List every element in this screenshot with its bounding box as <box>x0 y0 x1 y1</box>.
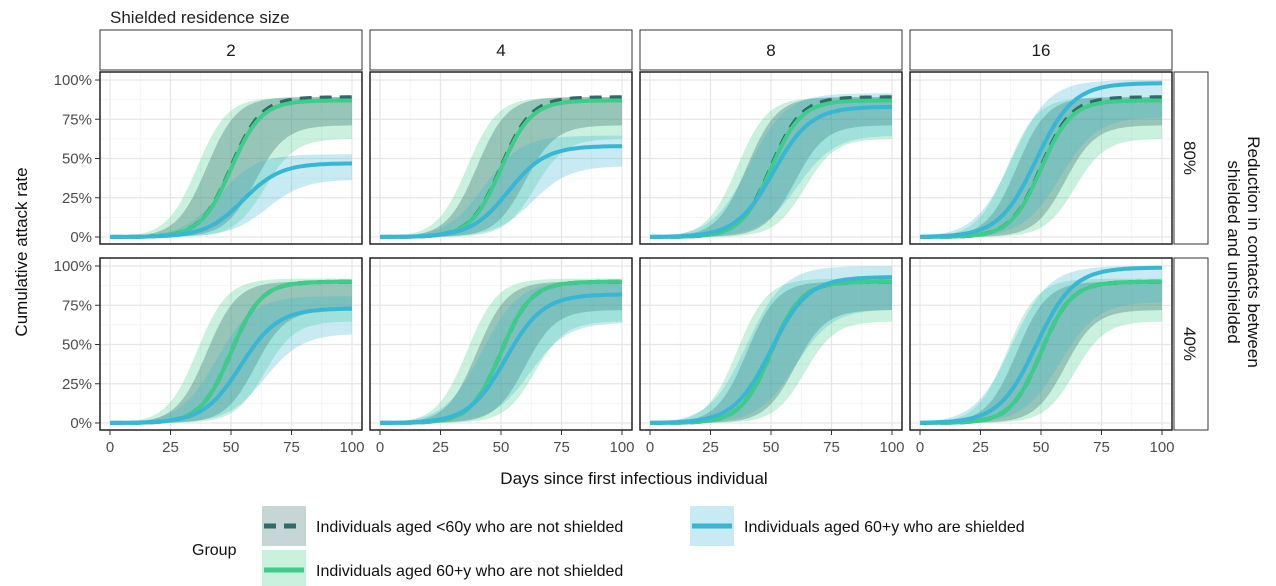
column-strip: 4 <box>369 29 633 71</box>
facet-panel <box>369 257 633 431</box>
x-tick-label: 25 <box>972 439 989 456</box>
x-tick-label: 100 <box>339 439 364 456</box>
x-tick-label: 100 <box>609 439 634 456</box>
y-tick-label: 25% <box>62 190 92 207</box>
legend-entry: Individuals aged 60+y who are not shield… <box>262 550 623 586</box>
facet-panel <box>639 71 903 245</box>
row-strip: 40% <box>1173 257 1209 431</box>
x-tick-label: 50 <box>1033 439 1050 456</box>
y-tick-label: 75% <box>62 297 92 314</box>
facet-panel <box>99 257 363 431</box>
x-axis-title: Days since first infectious individual <box>500 469 767 488</box>
facet-panel <box>99 71 363 245</box>
facet-panel <box>909 257 1173 431</box>
panel-border <box>639 71 903 245</box>
column-strip: 8 <box>639 29 903 71</box>
panels <box>99 71 1173 431</box>
row-strip-label: 40% <box>1180 327 1199 361</box>
column-strip: 2 <box>99 29 363 71</box>
series-line-over60_shielded <box>650 275 892 425</box>
column-strip-label: 4 <box>496 41 505 60</box>
x-tick-label: 0 <box>376 439 384 456</box>
column-strip-label: 16 <box>1032 41 1051 60</box>
x-tick-label: 25 <box>702 439 719 456</box>
y-tick-label: 50% <box>62 151 92 168</box>
column-strips: 2 4 8 16 <box>99 29 1173 71</box>
facet-panel <box>369 71 633 245</box>
legend-label: Individuals aged <60y who are not shield… <box>316 519 623 536</box>
y-tick-labels: 0% 25% 50% 75% 100% 0% 25% 50% 75% 100% <box>54 72 100 432</box>
facet-panel <box>639 257 903 431</box>
x-tick-label: 75 <box>1093 439 1110 456</box>
uncertainty-band-over60_shielded <box>380 135 622 237</box>
y-tick-label: 100% <box>54 258 92 275</box>
x-tick-label: 50 <box>223 439 240 456</box>
x-tick-label: 50 <box>493 439 510 456</box>
row-strip-label: 80% <box>1180 141 1199 175</box>
y-tick-label: 50% <box>62 337 92 354</box>
series-line-over60_shielded <box>920 81 1162 239</box>
column-strip-label: 2 <box>226 41 235 60</box>
uncertainty-band-over60_shielded <box>920 266 1162 423</box>
y-tick-label: 0% <box>70 415 92 432</box>
legend-label: Individuals aged 60+y who are shielded <box>744 519 1025 536</box>
y-tick-label: 0% <box>70 229 92 246</box>
x-tick-label: 25 <box>432 439 449 456</box>
x-tick-label: 75 <box>553 439 570 456</box>
facet-title: Shielded residence size <box>110 8 290 27</box>
x-tick-label: 25 <box>162 439 179 456</box>
row-facet-title-line: shielded and unshielded <box>1224 160 1243 343</box>
series-line-over60_shielded <box>380 144 623 239</box>
x-tick-labels: 0 25 50 75 100 0 25 50 75 100 0 25 50 75 100 0 25 50 75 100 <box>106 430 1175 456</box>
uncertainty-band-over60_shielded <box>110 154 352 237</box>
legend-title: Group <box>192 542 237 559</box>
series-line-over60_shielded <box>110 161 353 239</box>
panel-border <box>369 71 633 245</box>
uncertainty-band-over60_shielded <box>110 296 352 423</box>
x-tick-label: 0 <box>646 439 654 456</box>
x-tick-label: 100 <box>1149 439 1174 456</box>
facet-panel <box>909 71 1173 245</box>
series-line-over60_shielded <box>110 306 352 425</box>
series-line-over60_shielded <box>650 104 892 239</box>
x-tick-label: 50 <box>763 439 780 456</box>
row-strips: 80% 40% <box>1173 71 1209 431</box>
x-tick-label: 100 <box>879 439 904 456</box>
y-tick-label: 75% <box>62 111 92 128</box>
series-line-over60_shielded <box>920 265 1163 425</box>
legend-label: Individuals aged 60+y who are not shield… <box>316 563 623 580</box>
row-facet-title-line: Reduction in contacts between <box>1244 136 1263 368</box>
uncertainty-band-over60_shielded <box>920 80 1162 237</box>
legend-entry: Individuals aged <60y who are not shield… <box>262 506 623 546</box>
x-tick-label: 75 <box>823 439 840 456</box>
legend-entry: Individuals aged 60+y who are shielded <box>690 506 1025 546</box>
uncertainty-band-over60_shielded <box>650 266 892 423</box>
x-tick-label: 0 <box>916 439 924 456</box>
y-tick-label: 25% <box>62 376 92 393</box>
column-strip-label: 8 <box>766 41 775 60</box>
series-line-over60_shielded <box>379 292 622 425</box>
column-strip: 16 <box>909 29 1173 71</box>
legend: Group Individuals aged <60y who are not s… <box>192 506 1025 586</box>
panel-border <box>909 71 1173 245</box>
x-tick-label: 75 <box>283 439 300 456</box>
row-strip: 80% <box>1173 71 1209 245</box>
x-tick-label: 0 <box>106 439 114 456</box>
y-tick-label: 100% <box>54 72 92 89</box>
y-axis-title: Cumulative attack rate <box>12 167 31 336</box>
